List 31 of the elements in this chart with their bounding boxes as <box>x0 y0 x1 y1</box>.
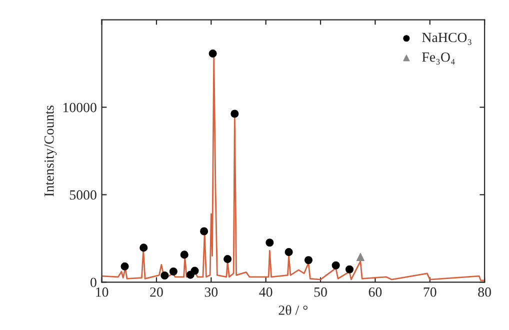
point <box>190 266 199 275</box>
x-tick-label: 40 <box>259 287 272 297</box>
legend-label: NaHCO₃ <box>422 32 472 45</box>
point <box>266 238 274 247</box>
y-tick-label: 5000 <box>70 190 96 200</box>
point <box>304 256 313 264</box>
x-tick-label: 10 <box>96 287 108 297</box>
point <box>200 227 208 236</box>
point <box>169 267 178 276</box>
x-tick-label: 70 <box>424 287 436 297</box>
x-tick-label: 20 <box>150 287 163 297</box>
y-tick-label: 0 <box>90 278 96 288</box>
y-tick-label: 10000 <box>63 102 96 112</box>
point <box>332 261 340 270</box>
point <box>180 250 188 259</box>
point <box>224 255 232 264</box>
x-axis-title: 2θ / ° <box>278 305 308 315</box>
x-tick-label: 50 <box>314 287 327 297</box>
point <box>230 110 239 118</box>
point <box>160 271 169 280</box>
x-tick-label: 80 <box>478 287 491 297</box>
point <box>356 252 364 261</box>
point <box>208 50 217 58</box>
x-tick-label: 30 <box>204 287 218 297</box>
point <box>140 244 148 252</box>
y-axis-title: Intensity/Counts <box>44 106 57 196</box>
legend-label: Fe₃O₄ <box>422 52 455 65</box>
point <box>120 262 129 270</box>
x-tick-label: 60 <box>368 287 382 297</box>
point <box>284 248 293 256</box>
point <box>345 265 354 274</box>
